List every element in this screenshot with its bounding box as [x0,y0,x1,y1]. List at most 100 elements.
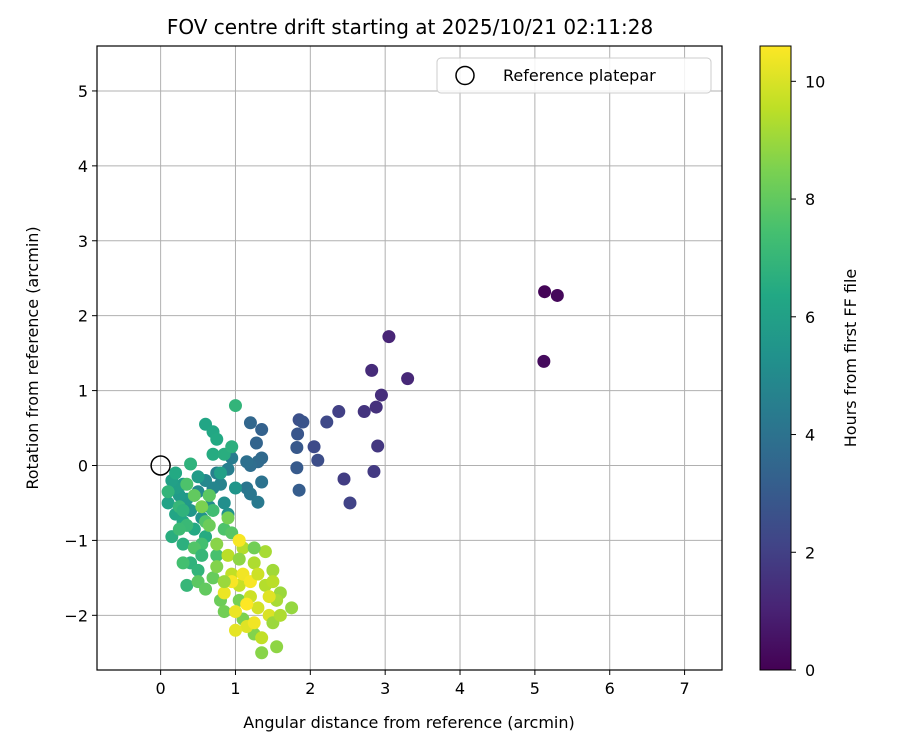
y-axis-ticks: −2 −1 0 1 2 3 4 5 [64,82,97,625]
data-point [225,440,239,454]
data-point [251,495,265,509]
y-tick-label: 0 [78,456,88,475]
data-point [251,601,265,615]
data-point [369,400,383,414]
legend-marker-icon [455,65,475,86]
data-point [266,563,280,577]
x-tick-label: 6 [605,679,615,698]
colorbar-tick-label: 4 [805,426,815,445]
data-point [176,556,190,570]
data-point [537,354,551,368]
data-point [251,567,265,581]
data-point [311,453,325,467]
y-tick-label: 5 [78,82,88,101]
data-point [240,455,254,469]
data-point [262,590,276,604]
data-point [240,597,254,611]
data-point [337,472,351,486]
data-point [243,487,257,501]
data-point [332,405,346,419]
data-point [255,475,269,489]
data-point [206,503,220,517]
data-points [161,285,564,660]
y-tick-label: 3 [78,232,88,251]
data-point [206,571,220,585]
data-point [291,427,305,441]
colorbar-tick-label: 2 [805,543,815,562]
chart-title: FOV centre drift starting at 2025/10/21 … [167,15,653,39]
data-point [367,464,381,478]
x-tick-label: 4 [455,679,465,698]
data-point [247,616,261,630]
data-point [290,461,304,475]
data-point [206,447,220,461]
data-point [228,623,242,637]
data-point [285,601,299,615]
colorbar-tick-label: 0 [805,661,815,680]
x-axis-ticks: 0 1 2 3 4 5 6 7 [156,670,690,698]
data-point [228,481,242,495]
data-point [320,415,334,429]
y-tick-label: 4 [78,157,88,176]
data-point [217,496,231,510]
data-point [180,477,194,491]
colorbar-ticks: 0 2 4 6 8 10 [791,72,825,680]
data-point [199,582,213,596]
data-point [255,646,269,660]
data-point [374,388,388,402]
data-point [161,496,175,510]
data-point [273,608,287,622]
y-tick-label: −1 [64,531,88,550]
data-point [176,537,190,551]
reference-platepar-marker [150,455,171,476]
data-point [550,288,564,302]
data-point [401,372,415,386]
data-point [202,488,216,502]
data-point [176,503,190,517]
data-point [210,560,224,574]
colorbar-tick-label: 6 [805,308,815,327]
data-point [247,541,261,555]
data-point [210,548,224,562]
data-point [172,522,186,536]
data-point [195,548,209,562]
x-axis-label: Angular distance from reference (arcmin) [243,713,574,732]
data-point [187,488,201,502]
y-axis-label: Rotation from reference (arcmin) [23,226,42,489]
data-point [232,552,246,566]
data-point [255,631,269,645]
data-point [191,470,205,484]
data-point [195,500,209,514]
grid-lines [97,46,722,670]
data-point [217,575,231,589]
data-point [382,330,396,344]
legend-label: Reference platepar [503,66,656,85]
data-point [161,485,175,499]
data-point [343,496,357,510]
legend-box [436,57,712,94]
y-tick-label: 1 [78,382,88,401]
data-point [243,416,257,430]
data-point [249,436,263,450]
data-point [210,537,224,551]
legend: Reference platepar [436,57,712,94]
y-tick-label: 2 [78,307,88,326]
data-point [169,466,183,480]
data-point [228,399,242,413]
y-tick-label: −2 [64,606,88,625]
data-point [184,457,198,471]
data-point [228,605,242,619]
data-point [258,545,272,559]
plot-frame [96,45,723,671]
x-tick-label: 2 [305,679,315,698]
x-tick-label: 5 [530,679,540,698]
data-point [202,518,216,532]
data-point [180,578,194,592]
data-point [266,575,280,589]
data-point [214,466,228,480]
colorbar-tick-label: 10 [805,72,825,91]
data-point [217,586,231,600]
colorbar [759,45,792,671]
data-point [371,439,385,453]
